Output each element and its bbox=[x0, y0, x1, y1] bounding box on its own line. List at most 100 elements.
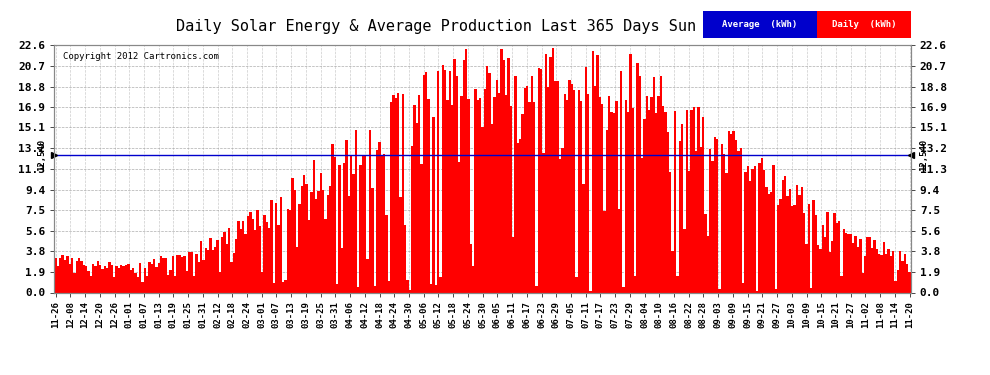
Bar bbox=[772, 165, 775, 292]
Text: Daily  (kWh): Daily (kWh) bbox=[832, 20, 896, 29]
Bar bbox=[662, 106, 664, 292]
Bar bbox=[113, 277, 116, 292]
Bar bbox=[106, 268, 109, 292]
Bar bbox=[275, 203, 277, 292]
Bar bbox=[623, 287, 625, 292]
Bar bbox=[493, 96, 496, 292]
Bar bbox=[423, 75, 425, 292]
Bar bbox=[313, 160, 315, 292]
Bar bbox=[589, 291, 592, 292]
Bar bbox=[836, 223, 839, 292]
Bar bbox=[202, 260, 205, 292]
Bar bbox=[442, 65, 444, 292]
Bar bbox=[902, 261, 904, 292]
Bar bbox=[200, 241, 202, 292]
Bar bbox=[448, 71, 451, 292]
Bar bbox=[425, 72, 428, 292]
Bar bbox=[871, 249, 873, 292]
Bar bbox=[97, 261, 99, 292]
Bar bbox=[92, 264, 94, 292]
Bar bbox=[481, 126, 484, 292]
Bar bbox=[157, 263, 160, 292]
Bar bbox=[702, 117, 704, 292]
Bar bbox=[188, 252, 190, 292]
Bar bbox=[637, 63, 639, 292]
Bar bbox=[627, 112, 630, 292]
Bar bbox=[873, 240, 875, 292]
Bar bbox=[479, 98, 481, 292]
Bar bbox=[174, 276, 176, 292]
Bar bbox=[667, 132, 669, 292]
Bar bbox=[472, 266, 474, 292]
Bar bbox=[317, 191, 320, 292]
Bar bbox=[721, 144, 723, 292]
Bar bbox=[544, 54, 547, 292]
Bar bbox=[613, 113, 615, 292]
Bar bbox=[568, 80, 570, 292]
Bar bbox=[738, 151, 740, 292]
Bar bbox=[866, 237, 868, 292]
Bar bbox=[207, 251, 209, 292]
Bar bbox=[446, 100, 448, 292]
Bar bbox=[498, 93, 500, 292]
Bar bbox=[130, 270, 132, 292]
Bar bbox=[160, 256, 162, 292]
Bar bbox=[440, 277, 442, 292]
Bar bbox=[906, 264, 909, 292]
Bar bbox=[240, 229, 243, 292]
Bar bbox=[56, 266, 59, 292]
Bar bbox=[315, 199, 317, 292]
Bar bbox=[716, 140, 719, 292]
Bar bbox=[556, 81, 559, 292]
Bar bbox=[864, 256, 866, 292]
Bar bbox=[85, 266, 87, 292]
Bar bbox=[767, 194, 770, 292]
Bar bbox=[630, 54, 632, 292]
Bar bbox=[231, 262, 233, 292]
Bar bbox=[685, 110, 688, 292]
Bar bbox=[289, 210, 291, 292]
Bar bbox=[841, 276, 842, 292]
Bar bbox=[390, 102, 392, 292]
Bar bbox=[634, 276, 637, 292]
Bar bbox=[116, 266, 118, 292]
Bar bbox=[847, 234, 849, 292]
Bar bbox=[253, 230, 256, 292]
Bar bbox=[582, 184, 585, 292]
Bar bbox=[371, 188, 373, 292]
Bar bbox=[892, 251, 894, 292]
Bar bbox=[620, 71, 623, 292]
Bar bbox=[829, 252, 831, 292]
Bar bbox=[430, 284, 433, 292]
Bar bbox=[247, 216, 249, 292]
Bar bbox=[212, 250, 214, 292]
Bar bbox=[824, 237, 827, 292]
Bar bbox=[632, 108, 634, 292]
Bar bbox=[484, 90, 486, 292]
Bar bbox=[245, 234, 247, 292]
Bar bbox=[373, 286, 376, 292]
Bar bbox=[659, 76, 662, 292]
Bar bbox=[909, 272, 911, 292]
Bar bbox=[437, 71, 440, 292]
Bar bbox=[111, 265, 113, 292]
Bar bbox=[529, 102, 531, 292]
Bar bbox=[875, 249, 878, 292]
Bar bbox=[120, 265, 123, 292]
Bar bbox=[751, 169, 753, 292]
Text: Average  (kWh): Average (kWh) bbox=[722, 20, 798, 29]
Bar bbox=[334, 158, 336, 292]
Bar bbox=[611, 112, 613, 292]
Bar bbox=[135, 273, 137, 292]
Bar bbox=[849, 234, 852, 292]
Bar bbox=[214, 247, 217, 292]
Bar bbox=[87, 271, 90, 292]
Bar bbox=[336, 284, 339, 292]
Bar bbox=[570, 84, 573, 292]
Bar bbox=[73, 273, 75, 292]
Bar bbox=[559, 159, 561, 292]
Bar bbox=[322, 190, 325, 292]
Bar bbox=[226, 244, 228, 292]
Bar bbox=[549, 57, 551, 292]
Bar bbox=[402, 94, 404, 292]
